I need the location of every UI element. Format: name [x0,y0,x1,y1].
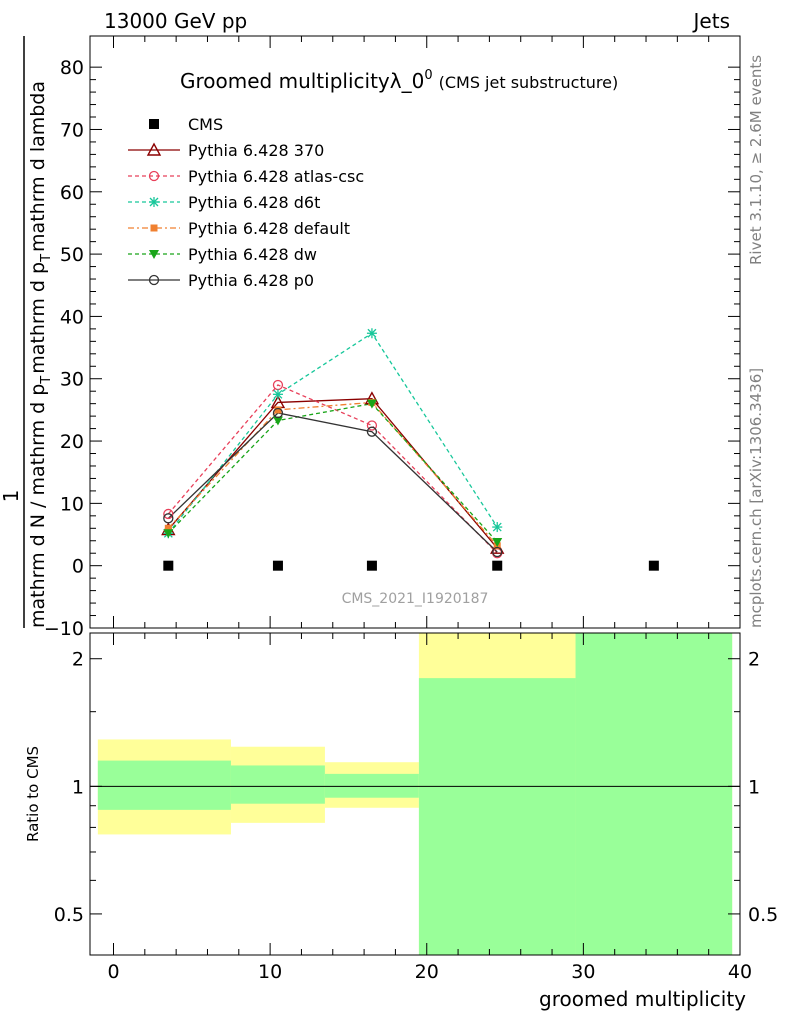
legend: CMS Pythia 6.428 370 Pythia 6.428 atlas-cs… [128,115,364,290]
legend-marker [149,119,159,129]
analysis-watermark: CMS_2021_I1920187 [342,591,489,607]
y-label-numerator: 1 [0,490,23,503]
legend-marker [150,224,158,232]
legend-item: Pythia 6.428 d6t [128,193,320,212]
series-line-4 [167,401,498,547]
y-tick-label: 50 [60,244,84,266]
series-3-point [366,328,377,339]
series-0-point [648,560,659,571]
main-series-lines [167,332,498,554]
series-line-5 [167,402,498,543]
series-0-point [492,560,503,571]
x-tick-label: 20 [415,961,439,983]
ratio-bands [97,633,733,955]
x-tick-label: 40 [728,961,752,983]
y-tick-label: 20 [60,431,84,453]
series-0-point [163,560,174,571]
series-2-point [163,508,174,520]
series-4-point [164,524,172,532]
legend-label: Pythia 6.428 370 [188,141,324,160]
rivet-version-label: Rivet 3.1.10, ≥ 2.6M events [747,55,765,265]
legend-label: CMS [188,115,223,134]
legend-item: Pythia 6.428 dw [128,245,317,264]
series-6-point [272,407,284,419]
y-tick-label: −10 [44,618,84,640]
chart-title: Groomed multiplicityλ_00 (CMS jet substru… [180,68,618,93]
series-line-3 [167,332,498,534]
series-3-point [272,389,283,400]
y-tick-label: 30 [60,369,84,391]
y-tick-label: 40 [60,306,84,328]
legend-label: Pythia 6.428 default [188,219,350,238]
x-ticks: 0 10 20 30 40 [107,633,752,983]
series-3-point [492,522,503,533]
main-series-markers [161,328,659,571]
x-tick-label: 10 [258,961,282,983]
legend-marker [149,197,159,207]
y-tick-label: 10 [60,493,84,515]
legend-marker [148,170,160,182]
legend-marker [148,274,160,286]
series-0-point [272,560,283,571]
x-axis-label: groomed multiplicity [539,987,746,1011]
series-line-1 [167,398,498,549]
series-line-2 [167,384,498,554]
series-5-point [163,529,174,539]
y-tick-label: 70 [60,119,84,141]
series-5-point [492,538,503,548]
ratio-tick-label-right: 1 [748,776,760,798]
ratio-tick-label-right: 2 [748,649,760,671]
main-y-axis-label: 1 mathrm d N / mathrm d pTmathrm d pTmat… [0,36,54,628]
ratio-plot-frame [89,632,741,956]
y-tick-label: 60 [60,182,84,204]
ratio-tick-label: 1 [72,776,84,798]
legend-item: Pythia 6.428 p0 [128,271,314,290]
legend-marker [146,142,162,156]
y-label-denominator: mathrm d N / mathrm d pTmathrm d pTmathr… [27,81,54,628]
legend-label: Pythia 6.428 d6t [188,193,320,212]
legend-marker [149,250,159,259]
y-tick-label: 80 [60,57,84,79]
ratio-y-axis-label: Ratio to CMS [24,746,42,842]
ratio-tick-label-right: 0.5 [748,904,778,926]
header-energy-label: 13000 GeV pp [104,9,247,33]
legend-item: Pythia 6.428 default [128,219,350,238]
x-tick-label: 0 [107,961,119,983]
ratio-band-green [230,765,325,804]
main-y-ticks: −10 0 10 20 30 40 50 60 70 80 [44,36,741,640]
legend-item: CMS [149,115,223,134]
series-6-point [366,426,378,437]
series-4-point [274,406,282,414]
series-5-point [366,399,377,409]
ratio-band-green [97,760,231,810]
legend-item: Pythia 6.428 atlas-csc [128,167,364,186]
ratio-tick-label: 0.5 [54,904,84,926]
ratio-y-ticks: 0.5 0.5 1 1 2 2 [54,649,778,926]
series-5-point [272,416,283,426]
ratio-tick-label: 2 [72,649,84,671]
legend-label: Pythia 6.428 atlas-csc [188,167,364,186]
main-plot-frame [89,35,741,629]
series-line-6 [167,412,498,553]
ratio-band-green [324,773,419,798]
series-2-point [366,420,378,431]
legend-label: Pythia 6.428 dw [188,245,317,264]
legend-item: Pythia 6.428 370 [128,141,324,160]
x-tick-label: 30 [571,961,595,983]
ratio-band-green [575,633,733,955]
series-6-point [492,546,503,558]
legend-label: Pythia 6.428 p0 [188,271,314,290]
header-jets-label: Jets [692,9,730,33]
series-6-point [163,513,174,524]
ratio-band-green [418,678,576,955]
mcplots-label: mcplots.cern.ch [arXiv:1306.3436] [747,368,765,628]
series-0-point [366,560,377,571]
y-tick-label: 0 [72,556,84,578]
